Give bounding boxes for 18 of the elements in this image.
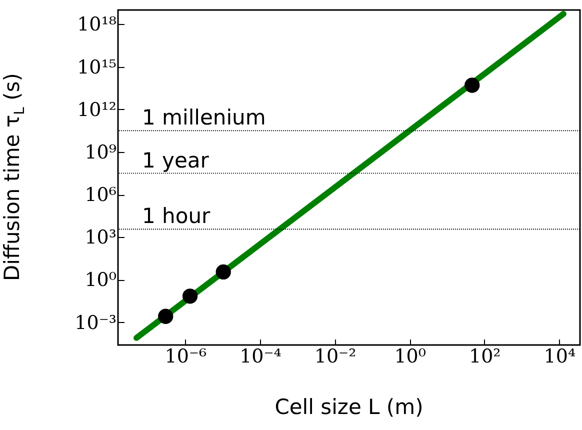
x-tick-label: 10⁻⁶ xyxy=(164,346,207,368)
x-tick-label: 10⁻² xyxy=(314,346,356,368)
ref-line-label: 1 millenium xyxy=(142,106,266,130)
y-tick-label: 10¹⁸ xyxy=(77,14,117,36)
y-tick-label: 10⁶ xyxy=(84,184,117,206)
y-tick-label: 10¹² xyxy=(77,98,116,121)
x-tick-label: 10⁴ xyxy=(544,346,576,368)
y-tick-label: 10³ xyxy=(84,226,116,249)
ref-line-label: 1 year xyxy=(142,148,210,172)
y-tick-label: 10⁰ xyxy=(84,269,117,292)
y-tick-label: 10⁹ xyxy=(84,141,117,164)
y-tick-label: 10⁻³ xyxy=(74,312,116,334)
x-axis-title: Cell size L (m) xyxy=(274,395,424,419)
y-tick-label: 10¹⁵ xyxy=(77,56,116,78)
ref-line-label: 1 hour xyxy=(142,204,211,228)
x-tick-label: 10⁰ xyxy=(394,346,426,368)
x-tick-label: 10² xyxy=(468,346,501,368)
x-tick-label: 10⁻⁴ xyxy=(240,346,282,368)
